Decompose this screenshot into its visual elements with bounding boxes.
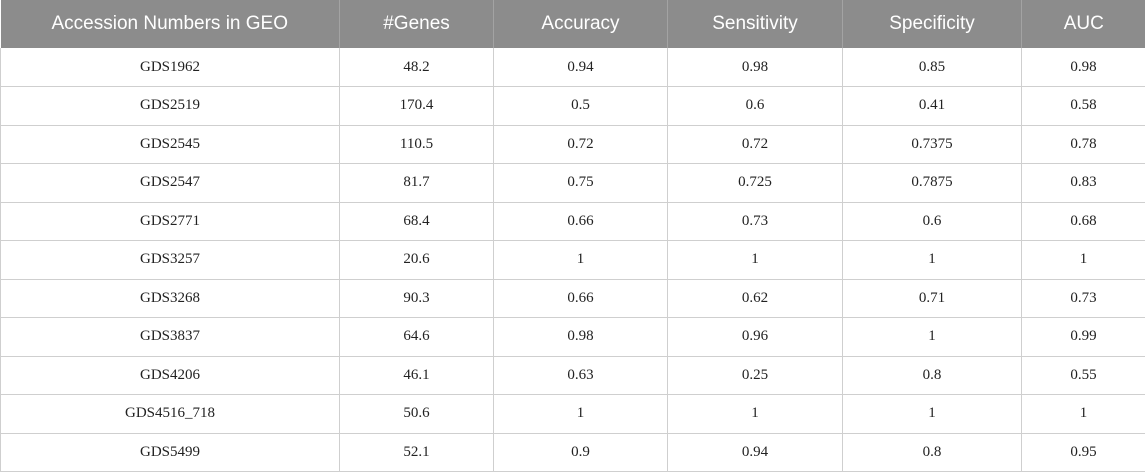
cell-specificity: 1 (842, 317, 1022, 357)
cell-auc: 0.68 (1021, 202, 1145, 241)
cell-auc: 0.83 (1021, 163, 1145, 203)
cell-auc: 0.78 (1021, 125, 1145, 164)
table-row: GDS2519 170.4 0.5 0.6 0.41 0.58 (0, 86, 1145, 126)
cell-specificity: 0.41 (842, 86, 1022, 126)
cell-auc: 0.73 (1021, 279, 1145, 318)
cell-accession: GDS2545 (0, 125, 340, 164)
cell-auc: 0.99 (1021, 317, 1145, 357)
cell-accession: GDS2771 (0, 202, 340, 241)
cell-accuracy: 0.5 (493, 86, 668, 126)
cell-accuracy: 0.98 (493, 317, 668, 357)
cell-genes: 110.5 (339, 125, 494, 164)
header-row: Accession Numbers in GEO #Genes Accuracy… (0, 0, 1145, 48)
cell-sensitivity: 0.96 (667, 317, 843, 357)
cell-sensitivity: 0.73 (667, 202, 843, 241)
cell-sensitivity: 0.62 (667, 279, 843, 318)
cell-auc: 1 (1021, 240, 1145, 280)
cell-accession: GDS4516_718 (0, 394, 340, 434)
cell-auc: 0.95 (1021, 433, 1145, 472)
table-row: GDS5499 52.1 0.9 0.94 0.8 0.95 (0, 433, 1145, 472)
cell-accuracy: 1 (493, 240, 668, 280)
cell-genes: 68.4 (339, 202, 494, 241)
cell-genes: 48.2 (339, 48, 494, 87)
cell-genes: 81.7 (339, 163, 494, 203)
cell-genes: 170.4 (339, 86, 494, 126)
cell-accession: GDS3257 (0, 240, 340, 280)
table-row: GDS2547 81.7 0.75 0.725 0.7875 0.83 (0, 163, 1145, 203)
cell-specificity: 0.85 (842, 48, 1022, 87)
table-row: GDS3837 64.6 0.98 0.96 1 0.99 (0, 317, 1145, 357)
table-header: Accession Numbers in GEO #Genes Accuracy… (0, 0, 1145, 48)
cell-genes: 64.6 (339, 317, 494, 357)
table-body: GDS1962 48.2 0.94 0.98 0.85 0.98 GDS2519… (0, 48, 1145, 472)
cell-auc: 0.98 (1021, 48, 1145, 87)
cell-specificity: 0.71 (842, 279, 1022, 318)
cell-genes: 20.6 (339, 240, 494, 280)
cell-sensitivity: 1 (667, 240, 843, 280)
cell-accession: GDS5499 (0, 433, 340, 472)
cell-specificity: 1 (842, 240, 1022, 280)
cell-auc: 1 (1021, 394, 1145, 434)
table-row: GDS3268 90.3 0.66 0.62 0.71 0.73 (0, 279, 1145, 318)
cell-accuracy: 0.63 (493, 356, 668, 395)
cell-sensitivity: 0.725 (667, 163, 843, 203)
header-sensitivity: Sensitivity (667, 0, 843, 48)
cell-sensitivity: 0.98 (667, 48, 843, 87)
cell-genes: 52.1 (339, 433, 494, 472)
cell-accuracy: 0.66 (493, 202, 668, 241)
table-row: GDS1962 48.2 0.94 0.98 0.85 0.98 (0, 48, 1145, 87)
cell-sensitivity: 0.72 (667, 125, 843, 164)
header-accuracy: Accuracy (493, 0, 668, 48)
cell-auc: 0.58 (1021, 86, 1145, 126)
table-row: GDS2771 68.4 0.66 0.73 0.6 0.68 (0, 202, 1145, 241)
cell-specificity: 0.8 (842, 356, 1022, 395)
cell-accession: GDS3268 (0, 279, 340, 318)
cell-genes: 46.1 (339, 356, 494, 395)
header-auc: AUC (1021, 0, 1145, 48)
cell-accuracy: 1 (493, 394, 668, 434)
cell-sensitivity: 0.6 (667, 86, 843, 126)
cell-sensitivity: 0.25 (667, 356, 843, 395)
cell-accession: GDS2519 (0, 86, 340, 126)
cell-specificity: 0.6 (842, 202, 1022, 241)
cell-accuracy: 0.66 (493, 279, 668, 318)
table-row: GDS4516_718 50.6 1 1 1 1 (0, 394, 1145, 434)
cell-accuracy: 0.94 (493, 48, 668, 87)
cell-accession: GDS2547 (0, 163, 340, 203)
cell-specificity: 0.7875 (842, 163, 1022, 203)
header-accession: Accession Numbers in GEO (0, 0, 340, 48)
cell-genes: 90.3 (339, 279, 494, 318)
cell-accession: GDS3837 (0, 317, 340, 357)
table-row: GDS3257 20.6 1 1 1 1 (0, 240, 1145, 280)
cell-accuracy: 0.72 (493, 125, 668, 164)
cell-specificity: 1 (842, 394, 1022, 434)
cell-accuracy: 0.75 (493, 163, 668, 203)
table-row: GDS4206 46.1 0.63 0.25 0.8 0.55 (0, 356, 1145, 395)
table-row: GDS2545 110.5 0.72 0.72 0.7375 0.78 (0, 125, 1145, 164)
header-genes: #Genes (339, 0, 494, 48)
cell-accuracy: 0.9 (493, 433, 668, 472)
cell-specificity: 0.7375 (842, 125, 1022, 164)
cell-sensitivity: 1 (667, 394, 843, 434)
header-specificity: Specificity (842, 0, 1022, 48)
cell-specificity: 0.8 (842, 433, 1022, 472)
cell-sensitivity: 0.94 (667, 433, 843, 472)
cell-auc: 0.55 (1021, 356, 1145, 395)
cell-accession: GDS1962 (0, 48, 340, 87)
cell-genes: 50.6 (339, 394, 494, 434)
cell-accession: GDS4206 (0, 356, 340, 395)
